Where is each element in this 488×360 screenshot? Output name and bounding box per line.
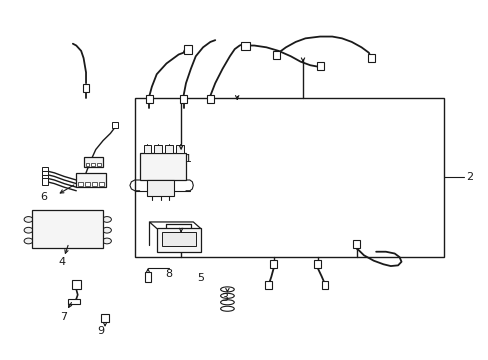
Bar [367,54,374,62]
Bar [135,98,444,257]
Bar [82,84,89,92]
Bar [42,178,48,185]
Ellipse shape [102,238,111,244]
Bar [154,145,162,153]
Bar [99,182,103,186]
Bar [321,282,328,289]
Text: 4: 4 [58,257,65,267]
Bar [85,182,90,186]
Bar [352,240,359,248]
Ellipse shape [102,227,111,233]
Bar [92,182,97,186]
Bar [76,173,105,187]
Bar [270,260,277,268]
Ellipse shape [102,217,111,222]
Bar [145,95,153,103]
Bar [316,62,324,69]
Bar [157,228,200,252]
Bar [83,157,103,167]
Ellipse shape [24,217,33,222]
Bar [78,182,83,186]
Bar [85,163,89,166]
Bar [180,95,187,103]
Bar [143,145,151,153]
Bar [42,167,48,174]
Text: 1: 1 [184,154,191,164]
Ellipse shape [24,227,33,233]
Bar [42,171,48,177]
Bar [101,314,109,321]
Bar [164,145,172,153]
Ellipse shape [220,293,234,298]
Bar [32,211,103,248]
Ellipse shape [220,306,234,311]
Bar [42,175,48,181]
Ellipse shape [24,238,33,244]
Bar [265,282,272,289]
Text: 7: 7 [61,312,67,322]
Bar [241,41,249,50]
Bar [97,163,101,166]
Bar [314,260,321,268]
Ellipse shape [220,300,234,305]
Text: 5: 5 [197,273,203,283]
Bar [175,145,183,153]
Text: 9: 9 [97,326,104,336]
Bar [68,299,80,305]
Bar [183,45,192,54]
Bar [91,163,95,166]
Text: 6: 6 [40,192,47,202]
Bar [272,51,280,59]
Bar [112,122,118,128]
Bar [147,180,173,196]
Bar [161,232,195,246]
Text: 3: 3 [221,293,228,303]
Bar [144,272,151,282]
Ellipse shape [220,287,234,292]
Text: 8: 8 [165,269,172,279]
Bar [72,280,81,289]
Text: 2: 2 [465,172,472,182]
Bar [206,95,214,103]
Bar [140,153,185,180]
